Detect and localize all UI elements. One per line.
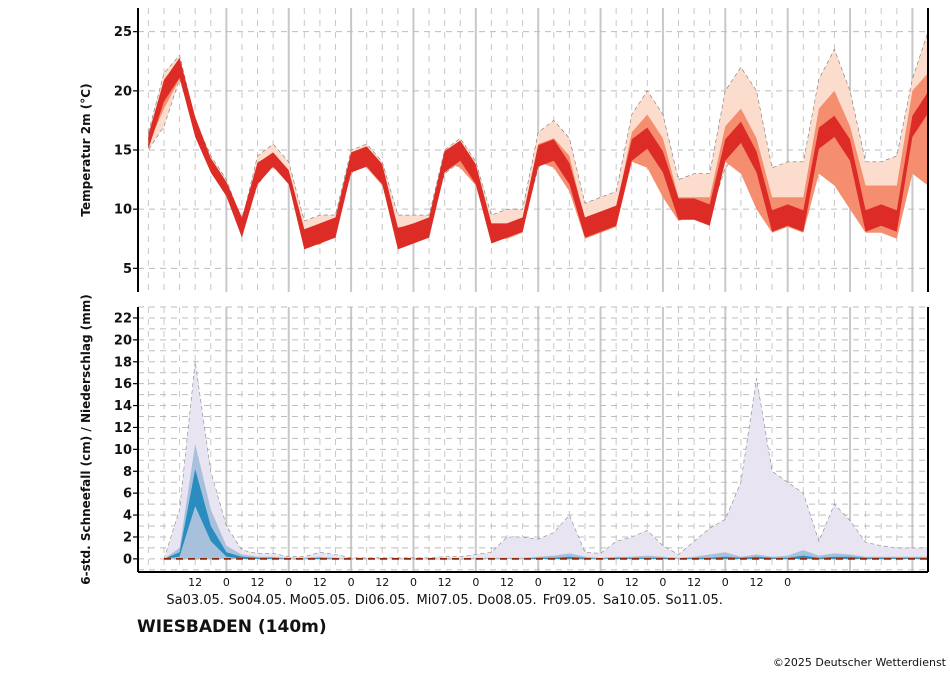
day-label: Do08.05.: [477, 593, 536, 608]
day-label: Sa03.05.: [166, 593, 224, 608]
temp-band-median: [148, 57, 928, 250]
hour-tick-label: 0: [659, 576, 666, 589]
hour-tick-label: 0: [535, 576, 542, 589]
hour-tick-label: 0: [285, 576, 292, 589]
y-tick-label: 2: [123, 530, 132, 545]
y-tick-label: 4: [123, 509, 132, 524]
hour-tick-label: 0: [410, 576, 417, 589]
y-tick-label: 6: [123, 487, 132, 502]
day-label: Di06.05.: [355, 593, 410, 608]
y-tick-label: 0: [123, 552, 132, 567]
day-label: Fr09.05.: [543, 593, 596, 608]
day-label: Mo05.05.: [290, 593, 351, 608]
copyright-note: ©2025 Deutscher Wetterdienst: [772, 656, 946, 669]
hour-tick-label: 12: [562, 576, 576, 589]
x-axis-labels: 12 0 12 0 12 0 12 0 12 0 12 0 12 0 12 0 12 0 12 0 Sa03.05. So…: [166, 576, 791, 608]
y-tick-label: 8: [123, 465, 132, 480]
y-tick-label: 5: [123, 262, 132, 277]
day-label: Mi07.05.: [417, 593, 473, 608]
hour-tick-label: 0: [722, 576, 729, 589]
hour-tick-label: 12: [313, 576, 327, 589]
hour-tick-label: 12: [625, 576, 639, 589]
hour-tick-label: 12: [251, 576, 265, 589]
temp-axis-label: Temperatur 2m (°C): [79, 83, 93, 216]
y-tick-label: 22: [114, 311, 132, 326]
y-tick-label: 20: [114, 84, 132, 99]
day-label: So11.05.: [665, 593, 723, 608]
hour-tick-label: 0: [597, 576, 604, 589]
hour-tick-label: 12: [500, 576, 514, 589]
y-tick-label: 15: [114, 144, 132, 159]
hour-tick-label: 0: [223, 576, 230, 589]
y-tick-label: 12: [114, 421, 132, 436]
hour-tick-label: 12: [188, 576, 202, 589]
precip-axis-label: 6-std. Schneefall (cm) / Niederschlag (m…: [79, 294, 93, 584]
hour-tick-label: 12: [375, 576, 389, 589]
hour-tick-label: 0: [348, 576, 355, 589]
day-label: So04.05.: [229, 593, 287, 608]
hour-tick-label: 12: [749, 576, 763, 589]
hour-tick-label: 0: [472, 576, 479, 589]
y-tick-label: 16: [114, 377, 132, 392]
precip-panel: 0 2 4 6 8 10 12 14 16 18 20 22 6-std. Schneefall (cm…: [79, 294, 929, 585]
y-tick-label: 10: [114, 203, 132, 218]
y-tick-label: 10: [114, 443, 132, 458]
hour-tick-label: 12: [438, 576, 452, 589]
y-tick-label: 14: [114, 399, 132, 414]
temp-panel: 5 10 15 20 25 Temperatur 2m (°C): [79, 8, 929, 292]
y-tick-label: 25: [114, 25, 132, 40]
y-tick-label: 18: [114, 355, 132, 370]
hour-tick-label: 12: [687, 576, 701, 589]
y-tick-label: 20: [114, 333, 132, 348]
hour-tick-label: 0: [784, 576, 791, 589]
station-title: WIESBADEN (140m): [137, 617, 327, 637]
day-label: Sa10.05.: [603, 593, 661, 608]
